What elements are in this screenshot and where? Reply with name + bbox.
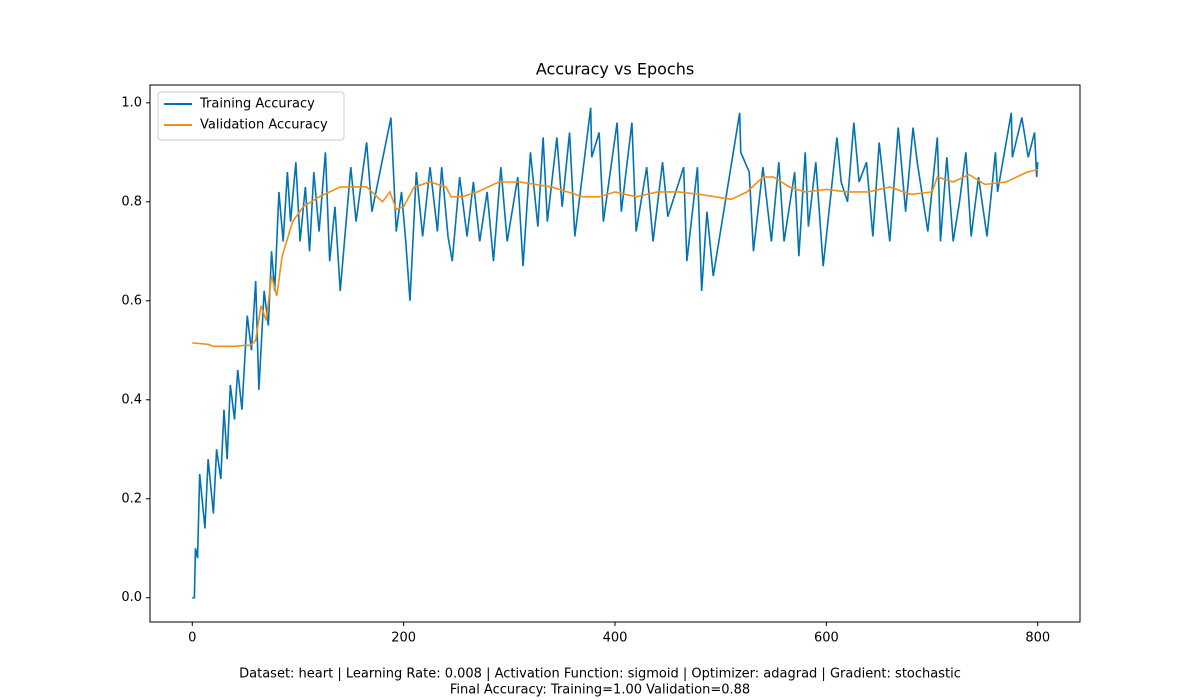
x-tick-label: 200: [391, 631, 416, 646]
y-tick-label: 0.0: [121, 590, 142, 605]
x-tick-label: 400: [603, 631, 628, 646]
legend-box: [157, 91, 345, 141]
legend-label: Training Accuracy: [199, 97, 315, 112]
x-tick-label: 0: [188, 631, 196, 646]
y-tick-label: 0.6: [121, 293, 142, 308]
data-line: [192, 107, 1039, 599]
chart-title: Accuracy vs Epochs: [536, 60, 694, 79]
footnote: Final Accuracy: Training=1.00 Validation…: [450, 683, 750, 698]
legend-label: Validation Accuracy: [200, 118, 328, 133]
footnote: Dataset: heart | Learning Rate: 0.008 | …: [239, 667, 961, 682]
y-tick-label: 0.4: [121, 392, 142, 407]
y-tick-label: 1.0: [121, 95, 142, 110]
x-tick-label: 800: [1025, 631, 1050, 646]
data-line: [192, 168, 1038, 348]
y-tick-label: 0.8: [121, 194, 142, 209]
x-tick-label: 600: [814, 631, 839, 646]
plot-area: [149, 84, 1081, 623]
y-tick-label: 0.2: [121, 491, 142, 506]
